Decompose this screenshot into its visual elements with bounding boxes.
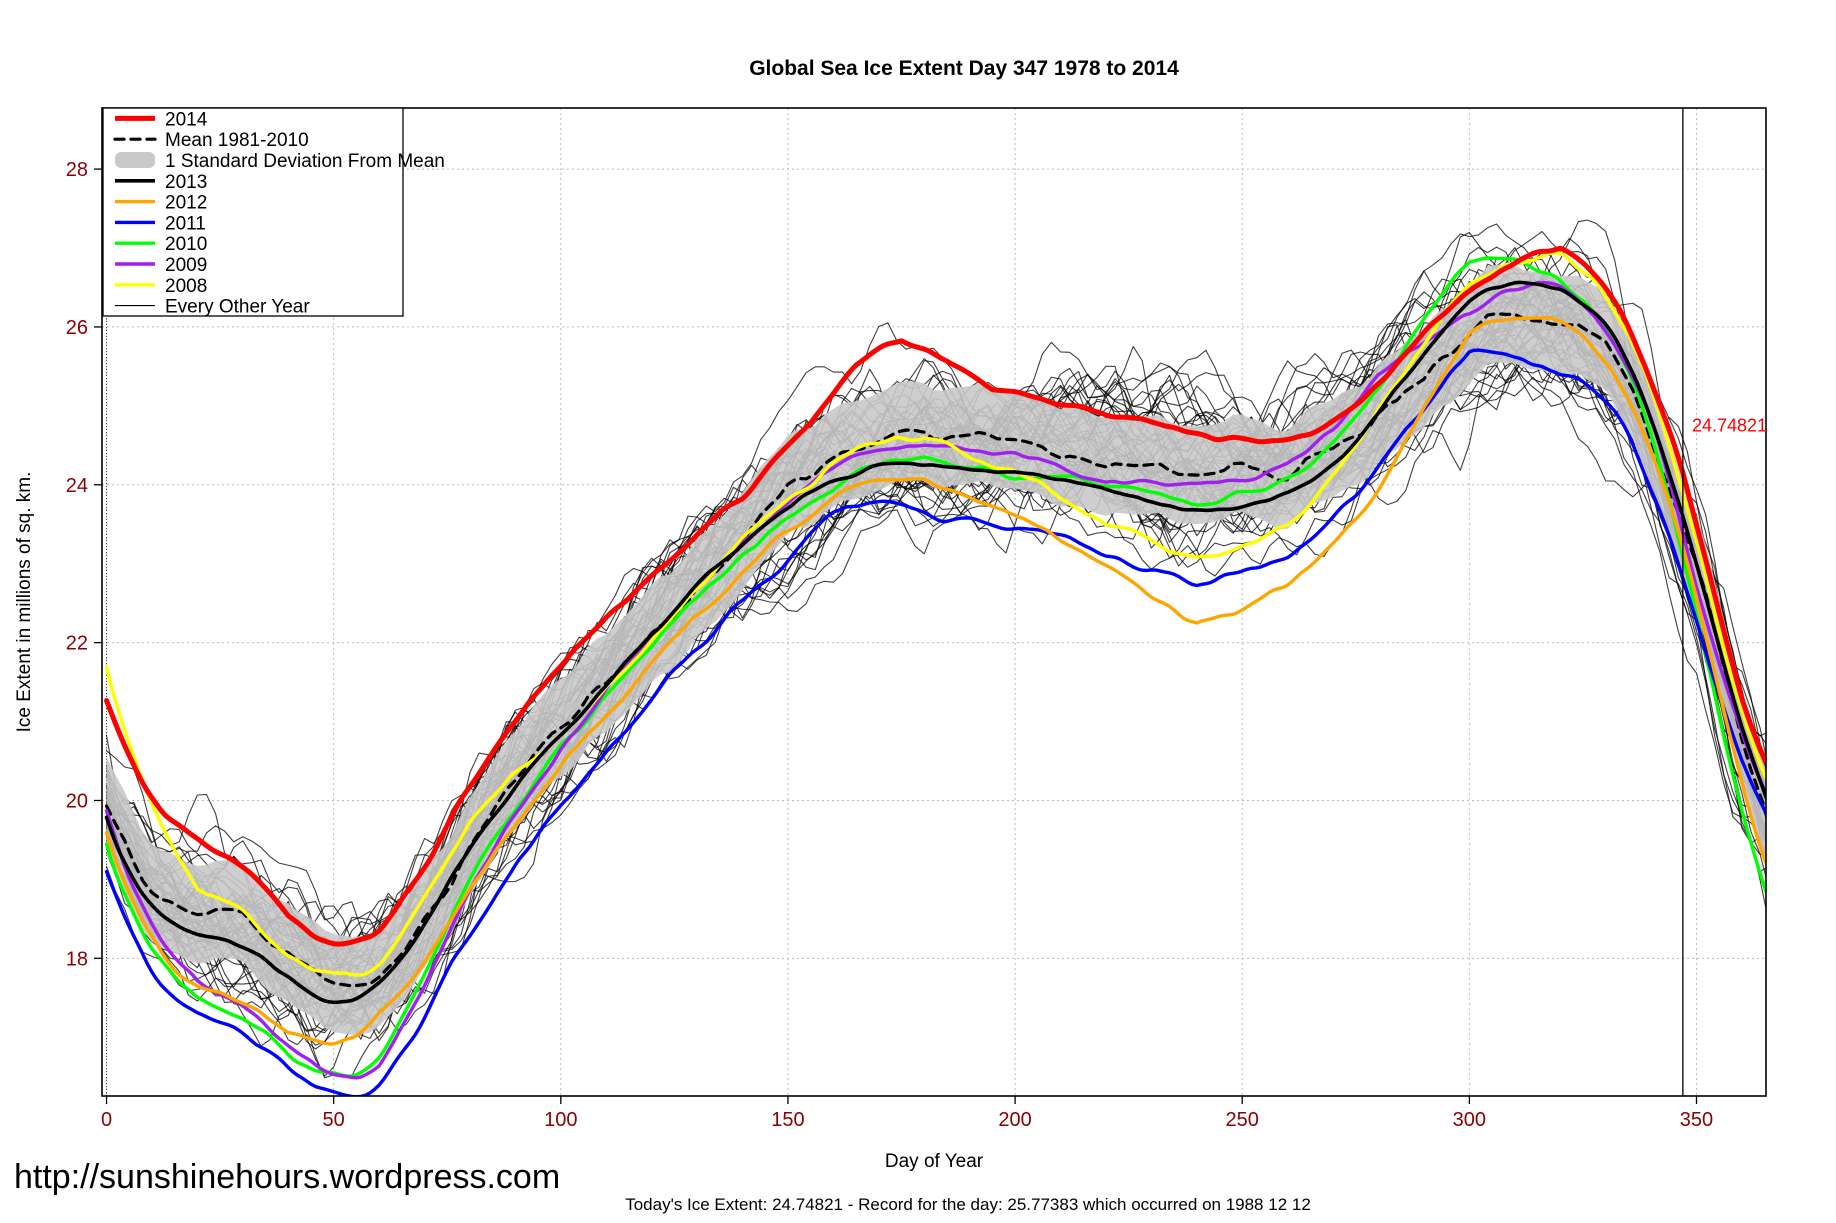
svg-text:2011: 2011 (165, 213, 206, 234)
svg-text:Today's Ice Extent: 24.74821: Today's Ice Extent: 24.74821 - Record fo… (625, 1195, 1311, 1214)
svg-text:250: 250 (1226, 1109, 1259, 1131)
svg-text:200: 200 (998, 1109, 1031, 1131)
svg-text:150: 150 (771, 1109, 804, 1131)
svg-text:100: 100 (544, 1109, 577, 1131)
svg-text:2008: 2008 (165, 276, 207, 297)
svg-text:1 Standard Deviation From Mean: 1 Standard Deviation From Mean (165, 151, 445, 172)
svg-text:Every Other Year: Every Other Year (165, 297, 310, 318)
svg-text:22: 22 (66, 633, 88, 655)
svg-text:2014: 2014 (165, 109, 208, 130)
svg-text:Ice Extent in millions of sq.: Ice Extent in millions of sq. km. (14, 472, 35, 733)
svg-text:28: 28 (66, 159, 88, 181)
svg-text:20: 20 (66, 790, 88, 812)
svg-text:350: 350 (1680, 1109, 1713, 1131)
svg-text:2012: 2012 (165, 193, 207, 214)
svg-text:2009: 2009 (165, 255, 207, 276)
svg-text:0: 0 (101, 1109, 112, 1131)
svg-text:2010: 2010 (165, 234, 207, 255)
svg-text:26: 26 (66, 317, 88, 339)
svg-text:2013: 2013 (165, 172, 207, 193)
svg-text:50: 50 (323, 1109, 345, 1131)
svg-text:Day of Year: Day of Year (885, 1151, 984, 1172)
svg-text:Global Sea Ice Extent Day 347: Global Sea Ice Extent Day 347 1978 to 20… (749, 57, 1179, 80)
svg-text:24: 24 (66, 475, 88, 497)
svg-text:300: 300 (1453, 1109, 1486, 1131)
svg-text:Mean 1981-2010: Mean 1981-2010 (165, 130, 309, 151)
svg-text:http://sunshinehours.wordpress: http://sunshinehours.wordpress.com (14, 1158, 560, 1196)
svg-text:24.74821: 24.74821 (1692, 416, 1767, 436)
svg-text:18: 18 (66, 948, 88, 970)
